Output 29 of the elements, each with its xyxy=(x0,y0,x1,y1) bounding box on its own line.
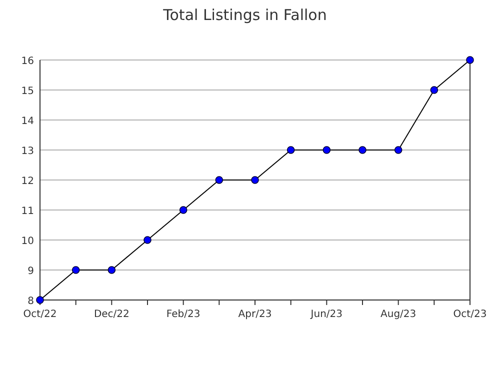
x-tick-label: Jun/23 xyxy=(310,309,343,320)
point xyxy=(394,146,402,154)
y-tick-label: 16 xyxy=(21,56,34,67)
x-tick-label: Aug/23 xyxy=(380,309,416,320)
y-tick-label: 13 xyxy=(21,146,34,157)
y-tick-label: 8 xyxy=(28,296,34,307)
point xyxy=(466,56,474,64)
x-tick-label: Apr/23 xyxy=(238,309,272,320)
point xyxy=(144,236,152,244)
point xyxy=(72,266,80,274)
point xyxy=(430,86,438,94)
x-tick-label: Dec/22 xyxy=(94,309,130,320)
point xyxy=(215,176,224,184)
y-tick-label: 14 xyxy=(21,116,34,127)
point xyxy=(251,176,259,184)
y-tick-label: 12 xyxy=(21,176,34,187)
point xyxy=(322,146,331,154)
y-tick-label: 9 xyxy=(28,266,34,277)
point xyxy=(179,206,188,214)
point xyxy=(286,146,295,154)
x-tick-label: Feb/23 xyxy=(166,309,200,320)
x-tick-label: Oct/23 xyxy=(453,309,487,320)
y-tick-label: 10 xyxy=(21,236,34,247)
y-tick-label: 15 xyxy=(21,86,34,97)
y-tick-label: 11 xyxy=(21,206,34,217)
x-tick-label: Oct/22 xyxy=(23,309,57,320)
point xyxy=(108,266,116,274)
point xyxy=(358,146,366,154)
chart-title: Total Listings in Fallon xyxy=(162,6,327,24)
